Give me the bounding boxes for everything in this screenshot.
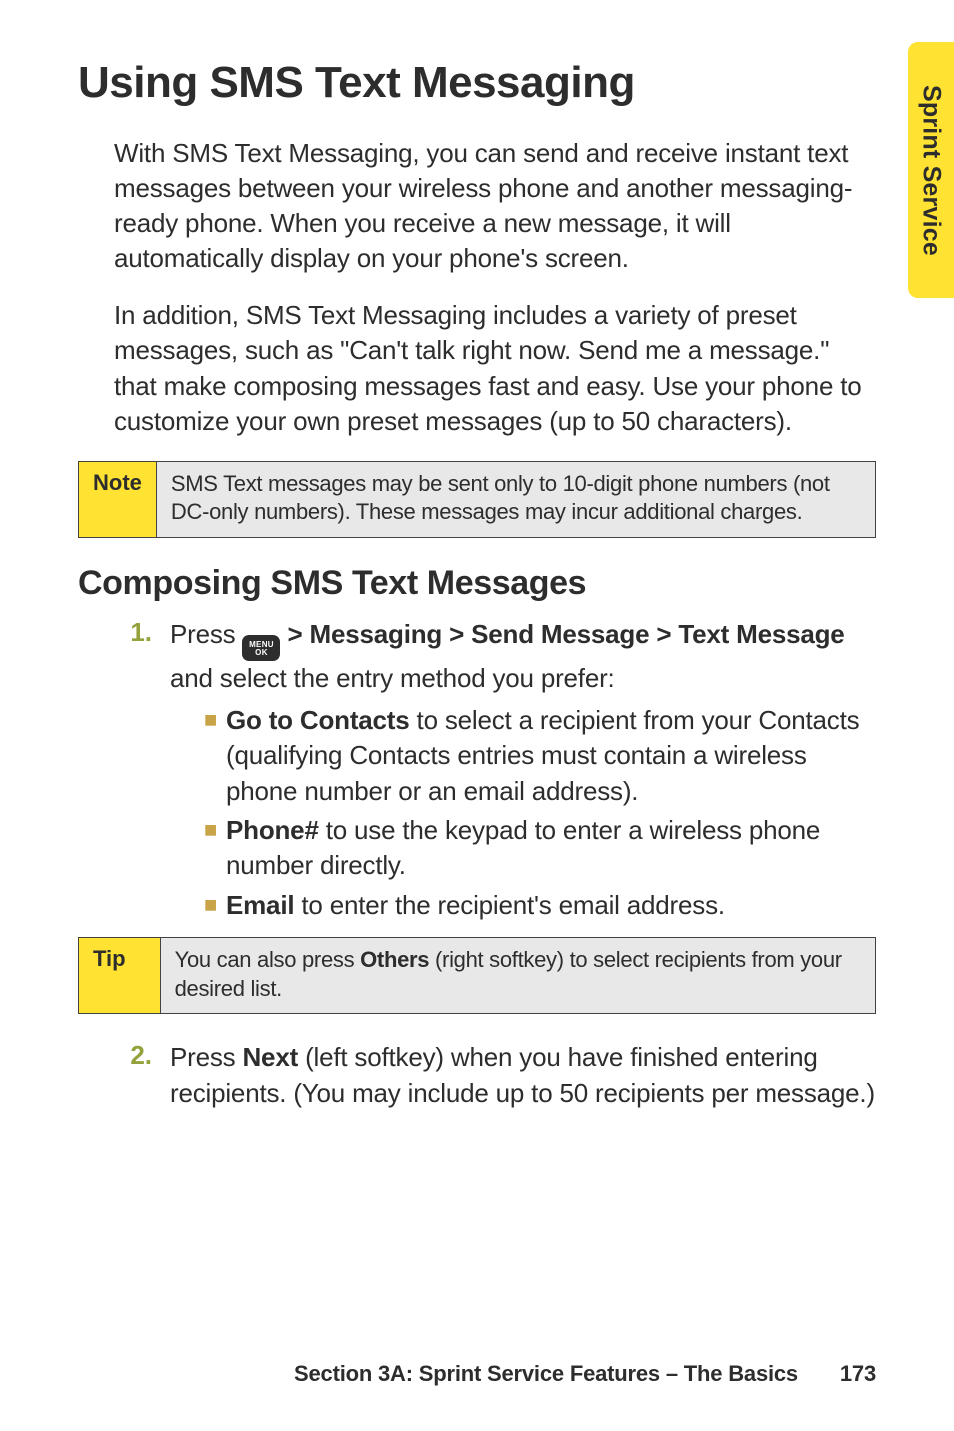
note-callout: Note SMS Text messages may be sent only … (78, 461, 876, 538)
page-title: Using SMS Text Messaging (78, 58, 876, 108)
bullet-phone: ■ Phone# to use the keypad to enter a wi… (204, 813, 876, 884)
tip-body: You can also press Others (right softkey… (161, 938, 875, 1013)
step-1-bullets: ■ Go to Contacts to select a recipient f… (170, 703, 876, 923)
menu-ok-key-icon: MENUOK (242, 635, 280, 661)
step-2-number: 2. (114, 1040, 170, 1112)
step-1-body: Press MENUOK > Messaging > Send Message … (170, 617, 876, 927)
step-2-next: Next (242, 1042, 298, 1072)
step-2: 2. Press Next (left softkey) when you ha… (114, 1040, 876, 1112)
step-1: 1. Press MENUOK > Messaging > Send Messa… (114, 617, 876, 927)
subheading: Composing SMS Text Messages (78, 564, 876, 603)
intro-paragraph-1: With SMS Text Messaging, you can send an… (114, 136, 876, 276)
intro-paragraph-2: In addition, SMS Text Messaging includes… (114, 298, 876, 438)
footer-section: Section 3A: Sprint Service Features – Th… (294, 1361, 798, 1386)
tip-callout: Tip You can also press Others (right sof… (78, 937, 876, 1014)
bullet-marker-icon: ■ (204, 703, 226, 809)
step-1-pre: Press (170, 619, 242, 649)
footer-page-number: 173 (840, 1361, 876, 1386)
bullet-phone-lead: Phone# (226, 815, 319, 845)
bullet-email-lead: Email (226, 890, 294, 920)
bullet-email-rest: to enter the recipient's email address. (294, 890, 725, 920)
note-body: SMS Text messages may be sent only to 10… (157, 462, 875, 537)
step-2-body: Press Next (left softkey) when you have … (170, 1040, 876, 1112)
page-content: Using SMS Text Messaging With SMS Text M… (0, 0, 954, 1112)
note-label: Note (79, 462, 157, 537)
bullet-contacts-lead: Go to Contacts (226, 705, 410, 735)
bullet-marker-icon: ■ (204, 888, 226, 923)
tip-label: Tip (79, 938, 161, 1013)
step-1-number: 1. (114, 617, 170, 927)
bullet-marker-icon: ■ (204, 813, 226, 884)
step-1-post: and select the entry method you prefer: (170, 663, 615, 693)
tip-others: Others (360, 947, 429, 972)
bullet-contacts: ■ Go to Contacts to select a recipient f… (204, 703, 876, 809)
bullet-email: ■ Email to enter the recipient's email a… (204, 888, 876, 923)
step-1-nav-path: > Messaging > Send Message > Text Messag… (280, 619, 844, 649)
page-footer: Section 3A: Sprint Service Features – Th… (294, 1361, 876, 1387)
